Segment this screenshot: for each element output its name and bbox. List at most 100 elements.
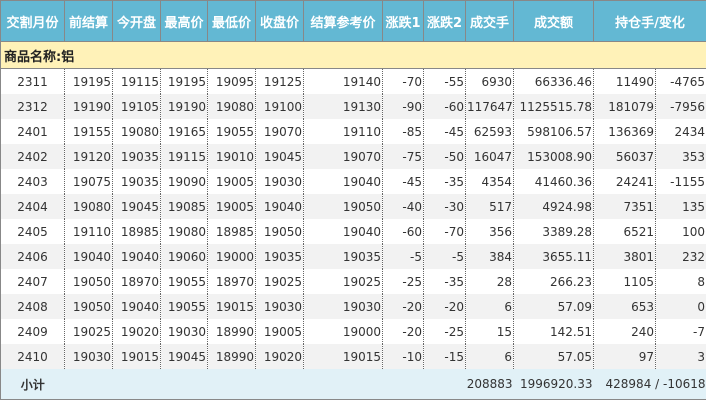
table-cell: 19050 <box>64 269 113 294</box>
table-cell: -45 <box>423 119 466 144</box>
table-cell: 2434 <box>655 119 706 144</box>
table-cell: 16047 <box>465 144 514 169</box>
table-cell: 353 <box>655 144 706 169</box>
table-cell: 19030 <box>255 169 304 194</box>
table-cell: 19000 <box>303 319 383 344</box>
table-cell: -4765 <box>655 68 706 94</box>
column-header[interactable]: 结算参考价 <box>303 0 383 42</box>
table-cell: 57.05 <box>513 344 594 369</box>
table-cell: 2401 <box>0 119 65 144</box>
futures-quote-table: 交割月份 前结算 今开盘 最高价 最低价 收盘价 结算参考价 涨跌1 涨跌2 成交手 成交额 持仓手/… <box>0 0 706 400</box>
table-cell: 4354 <box>465 169 514 194</box>
table-cell: -85 <box>382 119 424 144</box>
column-header[interactable]: 涨跌1 <box>382 0 424 42</box>
table-cell: 19050 <box>303 194 383 219</box>
table-cell: 19190 <box>160 94 208 119</box>
table-cell: 3 <box>655 344 706 369</box>
table-cell: 19100 <box>255 94 304 119</box>
table-cell: 19070 <box>303 144 383 169</box>
table-cell: 1105 <box>593 269 656 294</box>
table-cell: 19025 <box>255 269 304 294</box>
table-cell: 19190 <box>64 94 113 119</box>
table-cell: 117647 <box>465 94 514 119</box>
table-cell: 0 <box>655 294 706 319</box>
table-cell: -50 <box>423 144 466 169</box>
table-cell: 19080 <box>160 219 208 244</box>
table-cell: 19020 <box>112 319 161 344</box>
table-cell: -60 <box>423 94 466 119</box>
table-cell: 517 <box>465 194 514 219</box>
table-cell: -55 <box>423 68 466 94</box>
table-cell: -45 <box>382 169 424 194</box>
table-row: 2403 19075 19035 19090 19005 19030 19040 -45 -35… <box>0 169 706 194</box>
table-cell: -25 <box>382 269 424 294</box>
column-header[interactable]: 今开盘 <box>112 0 161 42</box>
table-cell: 19060 <box>160 244 208 269</box>
table-cell: 19040 <box>255 194 304 219</box>
table-cell: 19010 <box>207 144 256 169</box>
table-cell: 19075 <box>64 169 113 194</box>
table-cell: 19080 <box>207 94 256 119</box>
table-cell: 19045 <box>160 344 208 369</box>
table-cell: 19035 <box>112 144 161 169</box>
table-cell: 18985 <box>112 219 161 244</box>
table-cell: -5 <box>423 244 466 269</box>
column-header[interactable]: 交割月份 <box>0 0 65 42</box>
table-cell: 3389.28 <box>513 219 594 244</box>
table-cell: 136369 <box>593 119 656 144</box>
table-cell: 57.09 <box>513 294 594 319</box>
table-cell: 19040 <box>112 244 161 269</box>
total-volume: 208883 <box>465 369 514 400</box>
table-cell: 19015 <box>303 344 383 369</box>
table-row: 2409 19025 19020 19030 18990 19005 19000 -20 -25… <box>0 319 706 344</box>
table-cell: -1155 <box>655 169 706 194</box>
column-header[interactable]: 成交手 <box>465 0 514 42</box>
table-cell: 4924.98 <box>513 194 594 219</box>
table-cell: -40 <box>382 194 424 219</box>
table-row: 2406 19040 19040 19060 19000 19035 19035 -5 -5 38… <box>0 244 706 269</box>
table-cell: 8 <box>655 269 706 294</box>
table-cell: 19070 <box>255 119 304 144</box>
table-cell: 19005 <box>207 194 256 219</box>
table-cell: 19025 <box>303 269 383 294</box>
table-cell: 2311 <box>0 68 65 94</box>
table-cell: 19055 <box>160 294 208 319</box>
table-cell: 19115 <box>160 144 208 169</box>
table-cell: 181079 <box>593 94 656 119</box>
column-header[interactable]: 最高价 <box>160 0 208 42</box>
table-cell: 19110 <box>64 219 113 244</box>
table-cell: 7351 <box>593 194 656 219</box>
table-cell: -70 <box>423 219 466 244</box>
table-cell: 18990 <box>207 344 256 369</box>
column-header[interactable]: 最低价 <box>207 0 256 42</box>
table-cell: 19055 <box>160 269 208 294</box>
table-cell: 6 <box>465 344 514 369</box>
table-cell: 19030 <box>255 294 304 319</box>
table-cell: 19115 <box>112 68 161 94</box>
table-cell: 19095 <box>207 68 256 94</box>
header-row: 交割月份 前结算 今开盘 最高价 最低价 收盘价 结算参考价 涨跌1 涨跌2 成交手 成交额 持仓手/… <box>0 0 706 42</box>
column-header[interactable]: 涨跌2 <box>423 0 466 42</box>
table-cell: 19050 <box>64 294 113 319</box>
table-cell: 6930 <box>465 68 514 94</box>
column-header[interactable]: 成交额 <box>513 0 594 42</box>
table-cell: 19195 <box>64 68 113 94</box>
table-cell: 2410 <box>0 344 65 369</box>
table-cell: 6521 <box>593 219 656 244</box>
table-cell: 384 <box>465 244 514 269</box>
table-cell: 19015 <box>112 344 161 369</box>
table-cell: -20 <box>423 294 466 319</box>
table-cell: 66336.46 <box>513 68 594 94</box>
table-cell: 19090 <box>160 169 208 194</box>
column-header[interactable]: 前结算 <box>64 0 113 42</box>
table-cell: 18985 <box>207 219 256 244</box>
column-header[interactable]: 持仓手/变化 <box>593 0 706 42</box>
column-header[interactable]: 收盘价 <box>255 0 304 42</box>
table-cell: 19080 <box>64 194 113 219</box>
table-cell: 3801 <box>593 244 656 269</box>
table-cell: 19035 <box>303 244 383 269</box>
table-cell: -15 <box>423 344 466 369</box>
table-cell: 56037 <box>593 144 656 169</box>
table-cell: 18990 <box>207 319 256 344</box>
table-cell: 15 <box>465 319 514 344</box>
